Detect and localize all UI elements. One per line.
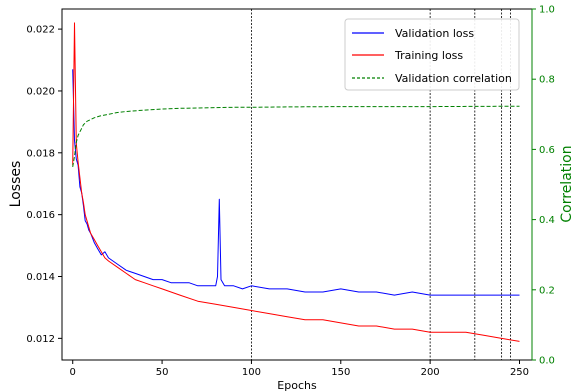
right-axis-ticks: 0.0 0.2 0.4 0.6 0.8 1.0 [532,5,555,367]
legend-label-validation-loss: Validation loss [395,27,474,40]
series-line-validation-loss [72,69,520,296]
right-y-tick-label: 1.0 [539,5,555,16]
x-tick-label: 100 [242,367,261,378]
x-tick-label: 150 [331,367,350,378]
series-line-validation-correlation [72,105,520,167]
x-axis-label: Epochs [277,379,317,392]
right-y-tick-label: 0.0 [539,356,555,367]
right-y-tick-label: 0.6 [539,145,555,156]
right-y-tick-label: 0.4 [539,215,555,226]
legend-label-training-loss: Training loss [394,49,463,62]
left-y-tick-label: 0.012 [26,334,55,345]
legend: Validation loss Training loss Validation… [344,18,520,91]
x-tick-label: 0 [70,367,76,378]
left-y-tick-label: 0.018 [26,148,55,159]
series-lines [72,22,520,342]
series-line-training-loss [72,22,520,342]
left-y-tick-label: 0.016 [26,210,55,221]
left-y-tick-label: 0.022 [26,25,55,36]
vertical-markers [251,9,511,360]
legend-label-validation-correlation: Validation correlation [395,72,512,85]
left-y-tick-label: 0.020 [26,86,55,97]
x-tick-label: 50 [156,367,169,378]
x-tick-label: 200 [421,367,440,378]
left-y-tick-label: 0.014 [26,272,55,283]
right-y-axis-label: Correlation [559,145,575,222]
x-tick-label: 250 [510,367,529,378]
right-y-tick-label: 0.2 [539,285,555,296]
right-y-tick-label: 0.8 [539,75,555,86]
left-y-axis-label: Losses [8,161,24,208]
x-axis-ticks: 0 50 100 150 200 250 [70,360,529,378]
legend-box [344,18,520,91]
left-axis-ticks: 0.012 0.014 0.016 0.018 0.020 0.022 [26,25,62,345]
